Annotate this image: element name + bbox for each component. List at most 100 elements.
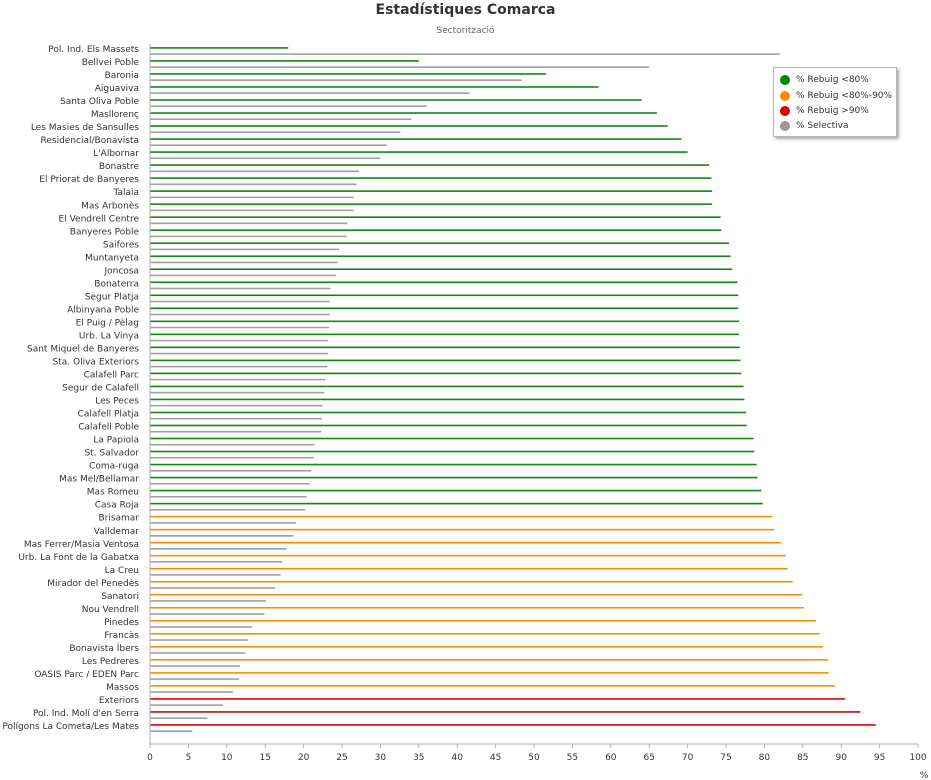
- selectiva-bar[interactable]: [150, 235, 347, 238]
- rebuig-bar[interactable]: [150, 672, 829, 674]
- selectiva-bar[interactable]: [150, 522, 296, 524]
- rebuig-bar[interactable]: [150, 619, 816, 622]
- rebuig-bar[interactable]: [150, 724, 876, 726]
- rebuig-bar[interactable]: [150, 489, 762, 492]
- rebuig-bar[interactable]: [150, 476, 758, 479]
- selectiva-bar[interactable]: [150, 430, 322, 433]
- rebuig-bar[interactable]: [150, 593, 803, 596]
- rebuig-bar[interactable]: [150, 554, 786, 557]
- rebuig-bar[interactable]: [150, 698, 846, 700]
- rebuig-bar[interactable]: [150, 138, 682, 140]
- rebuig-bar[interactable]: [150, 398, 745, 401]
- rebuig-bar[interactable]: [150, 437, 754, 440]
- rebuig-bar[interactable]: [150, 606, 804, 609]
- selectiva-bar[interactable]: [150, 535, 294, 537]
- selectiva-bar[interactable]: [150, 157, 381, 160]
- rebuig-bar[interactable]: [150, 229, 722, 231]
- legend-item-selectiva[interactable]: % Selectiva: [780, 119, 849, 133]
- selectiva-bar[interactable]: [150, 561, 283, 563]
- selectiva-bar[interactable]: [150, 613, 265, 615]
- selectiva-bar[interactable]: [150, 665, 240, 667]
- selectiva-bar[interactable]: [150, 261, 338, 264]
- selectiva-bar[interactable]: [150, 287, 331, 290]
- rebuig-bar[interactable]: [150, 86, 599, 88]
- rebuig-bar[interactable]: [150, 73, 547, 75]
- selectiva-bar[interactable]: [150, 443, 315, 446]
- selectiva-bar[interactable]: [150, 300, 330, 303]
- selectiva-bar[interactable]: [150, 105, 427, 107]
- rebuig-bar[interactable]: [150, 320, 740, 323]
- selectiva-bar[interactable]: [150, 170, 359, 173]
- selectiva-bar[interactable]: [150, 313, 330, 316]
- rebuig-bar[interactable]: [150, 164, 710, 166]
- selectiva-bar[interactable]: [150, 482, 310, 485]
- selectiva-bar[interactable]: [150, 587, 276, 589]
- rebuig-bar[interactable]: [150, 99, 642, 101]
- selectiva-bar[interactable]: [150, 196, 354, 199]
- rebuig-bar[interactable]: [150, 190, 713, 192]
- selectiva-bar[interactable]: [150, 222, 348, 225]
- rebuig-bar[interactable]: [150, 359, 741, 362]
- rebuig-bar[interactable]: [150, 242, 730, 245]
- selectiva-bar[interactable]: [150, 352, 329, 355]
- selectiva-bar[interactable]: [150, 730, 193, 732]
- rebuig-bar[interactable]: [150, 125, 668, 127]
- rebuig-bar[interactable]: [150, 385, 744, 388]
- rebuig-bar[interactable]: [150, 411, 746, 414]
- rebuig-bar[interactable]: [150, 333, 740, 336]
- selectiva-bar[interactable]: [150, 495, 307, 498]
- selectiva-bar[interactable]: [150, 469, 312, 472]
- selectiva-bar[interactable]: [150, 717, 208, 719]
- selectiva-bar[interactable]: [150, 704, 223, 706]
- selectiva-bar[interactable]: [150, 53, 780, 55]
- rebuig-bar[interactable]: [150, 541, 782, 544]
- selectiva-bar[interactable]: [150, 600, 266, 602]
- rebuig-bar[interactable]: [150, 502, 763, 505]
- selectiva-bar[interactable]: [150, 404, 323, 407]
- selectiva-bar[interactable]: [150, 118, 412, 121]
- rebuig-bar[interactable]: [150, 515, 773, 518]
- rebuig-bar[interactable]: [150, 372, 742, 375]
- rebuig-bar[interactable]: [150, 528, 775, 531]
- selectiva-bar[interactable]: [150, 678, 240, 680]
- rebuig-bar[interactable]: [150, 711, 861, 713]
- rebuig-bar[interactable]: [150, 450, 755, 453]
- rebuig-bar[interactable]: [150, 346, 740, 349]
- selectiva-bar[interactable]: [150, 326, 329, 329]
- legend-item-rebuig-below-80[interactable]: % Rebuig <80%: [780, 73, 869, 87]
- selectiva-bar[interactable]: [150, 274, 336, 277]
- selectiva-bar[interactable]: [150, 209, 354, 212]
- legend-item-rebuig-above-90[interactable]: % Rebuig >90%: [780, 104, 869, 118]
- selectiva-bar[interactable]: [150, 639, 249, 641]
- rebuig-bar[interactable]: [150, 646, 823, 648]
- selectiva-bar[interactable]: [150, 626, 253, 628]
- rebuig-bar[interactable]: [150, 307, 739, 310]
- selectiva-bar[interactable]: [150, 365, 328, 368]
- selectiva-bar[interactable]: [150, 131, 401, 134]
- rebuig-bar[interactable]: [150, 580, 793, 583]
- rebuig-bar[interactable]: [150, 567, 788, 570]
- selectiva-bar[interactable]: [150, 509, 306, 511]
- rebuig-bar[interactable]: [150, 424, 747, 427]
- rebuig-bar[interactable]: [150, 255, 731, 258]
- rebuig-bar[interactable]: [150, 203, 713, 205]
- selectiva-bar[interactable]: [150, 691, 233, 693]
- selectiva-bar[interactable]: [150, 183, 357, 186]
- rebuig-bar[interactable]: [150, 685, 836, 687]
- selectiva-bar[interactable]: [150, 652, 246, 654]
- selectiva-bar[interactable]: [150, 548, 287, 550]
- selectiva-bar[interactable]: [150, 417, 323, 420]
- selectiva-bar[interactable]: [150, 378, 326, 381]
- rebuig-bar[interactable]: [150, 268, 733, 271]
- selectiva-bar[interactable]: [150, 92, 470, 94]
- rebuig-bar[interactable]: [150, 463, 757, 466]
- rebuig-bar[interactable]: [150, 294, 739, 297]
- rebuig-bar[interactable]: [150, 151, 688, 153]
- rebuig-bar[interactable]: [150, 633, 820, 635]
- selectiva-bar[interactable]: [150, 144, 387, 147]
- rebuig-bar[interactable]: [150, 281, 738, 284]
- selectiva-bar[interactable]: [150, 391, 325, 394]
- rebuig-bar[interactable]: [150, 216, 721, 218]
- rebuig-bar[interactable]: [150, 60, 419, 62]
- rebuig-bar[interactable]: [150, 112, 657, 114]
